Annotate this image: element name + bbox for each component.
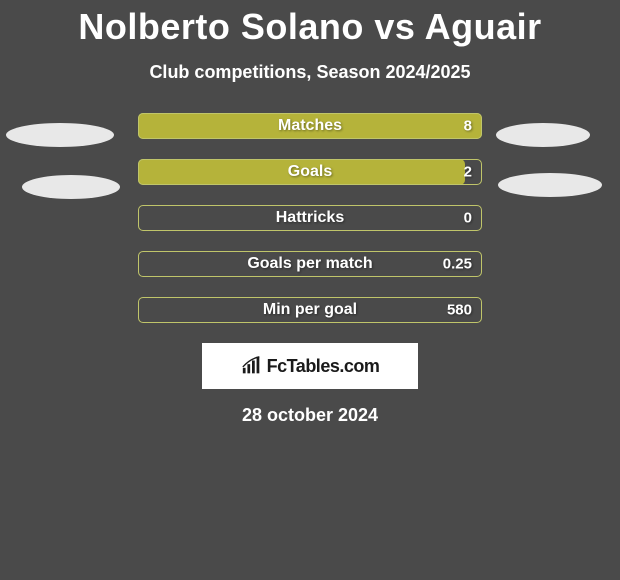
decor-ellipse [496,123,590,147]
bar-row: Goals per match 0.25 [138,251,482,277]
bar-label: Hattricks [138,209,482,227]
bar-value: 580 [447,302,472,319]
decor-ellipse [498,173,602,197]
date-text: 28 october 2024 [0,405,620,426]
chart-bars-icon [241,355,263,377]
bar-row: Hattricks 0 [138,205,482,231]
bar-label: Goals per match [138,255,482,273]
bar-row: Matches 8 [138,113,482,139]
bar-row: Goals 2 [138,159,482,185]
decor-ellipse [6,123,114,147]
comparison-chart: Matches 8 Goals 2 Hattricks 0 Goals per … [0,113,620,426]
bar-value: 0.25 [443,256,472,273]
bar-label: Matches [138,117,482,135]
bar-value: 8 [464,118,472,135]
bar-row: Min per goal 580 [138,297,482,323]
page-subtitle: Club competitions, Season 2024/2025 [0,62,620,83]
bar-value: 0 [464,210,472,227]
bar-label: Min per goal [138,301,482,319]
bar-list: Matches 8 Goals 2 Hattricks 0 Goals per … [138,113,482,323]
logo-text: FcTables.com [267,356,380,377]
bar-label: Goals [138,163,482,181]
page-title: Nolberto Solano vs Aguair [0,0,620,48]
logo-box: FcTables.com [202,343,418,389]
decor-ellipse [22,175,120,199]
bar-value: 2 [464,164,472,181]
